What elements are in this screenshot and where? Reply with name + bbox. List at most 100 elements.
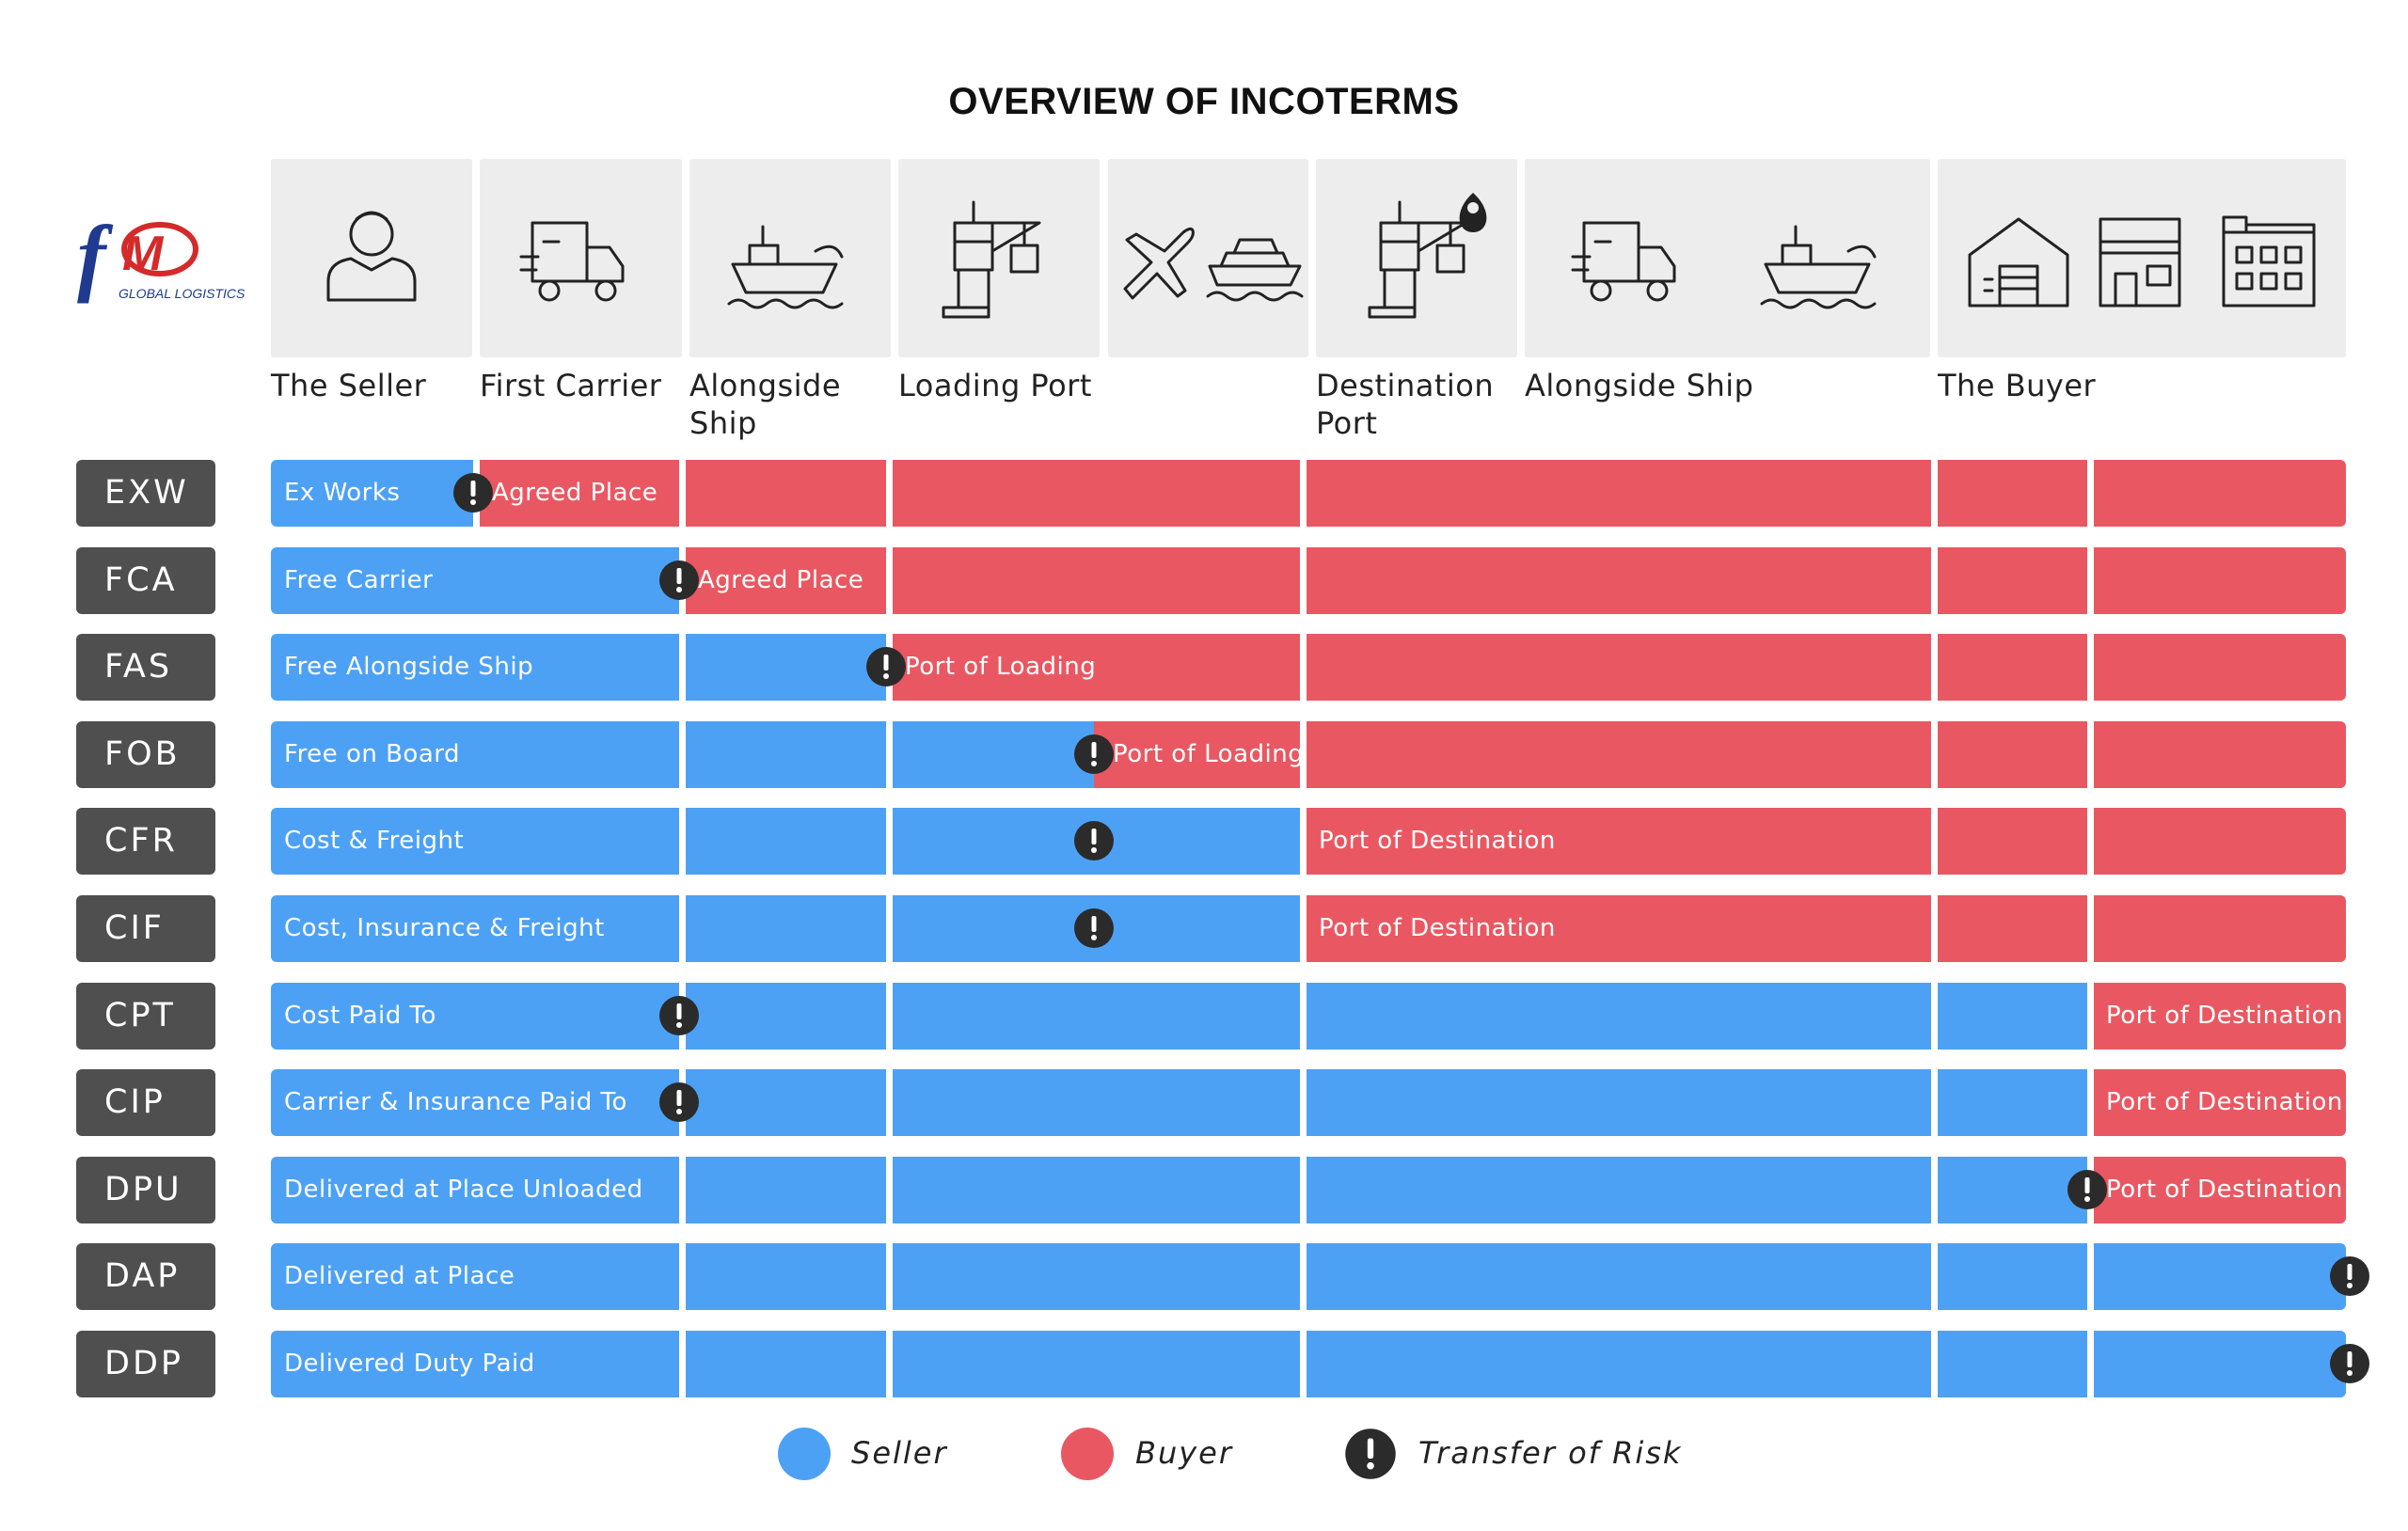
column-separator: [1300, 1157, 1307, 1223]
buyer-segment: [2087, 1157, 2346, 1223]
stage-label-line: Ship: [689, 405, 757, 441]
column-separator: [2087, 1331, 2094, 1397]
column-separator: [886, 1243, 893, 1310]
column-separator: [1931, 895, 1938, 962]
column-separator: [886, 1331, 893, 1397]
stage-label: The Buyer: [1938, 367, 2096, 404]
column-separator: [2087, 547, 2094, 614]
column-separator: [1931, 983, 1938, 1050]
seller-segment: [271, 895, 1300, 962]
seller-label: Cost Paid To: [284, 1002, 436, 1030]
column-separator: [2087, 1243, 2094, 1310]
column-separator: [1300, 721, 1307, 788]
seller-segment: [271, 634, 886, 701]
buyer-label: Port of Loading: [905, 653, 1097, 681]
stage-label: First Carrier: [480, 367, 661, 404]
stage-label-line: Alongside: [689, 368, 842, 403]
svg-text:f: f: [77, 212, 114, 304]
term-code: CIP: [76, 1069, 215, 1136]
icon-box: [1316, 159, 1517, 357]
stage-label: Destination Port: [1316, 367, 1494, 442]
buyer-segment: [473, 460, 2346, 527]
buyer-label: Agreed Place: [698, 566, 864, 594]
transfer-of-risk-icon: [452, 472, 494, 513]
seller-legend-dot: [778, 1428, 831, 1480]
column-separator: [2087, 721, 2094, 788]
seller-label: Carrier & Insurance Paid To: [284, 1088, 627, 1116]
column-separator: [1931, 1243, 1938, 1310]
legend-label: Transfer of Risk: [1418, 1435, 1683, 1471]
building-icon: [2222, 215, 2316, 308]
column-separator: [2087, 1069, 2094, 1136]
column-separator: [1931, 547, 1938, 614]
seller-label: Free Alongside Ship: [284, 653, 534, 681]
cruise-ship-icon: [1206, 238, 1304, 302]
legend-label: Seller: [851, 1435, 948, 1471]
buyer-label: Port of Destination: [1319, 914, 1556, 942]
column-separator: [679, 634, 686, 701]
ship-icon: [727, 225, 844, 309]
column-separator: [2087, 983, 2094, 1050]
column-separator: [1300, 634, 1307, 701]
column-separator: [1300, 460, 1307, 527]
seller-label: Cost, Insurance & Freight: [284, 914, 605, 942]
stage-label-line: The Seller: [271, 368, 427, 403]
column-separator: [1931, 1157, 1938, 1223]
seller-segment: [271, 460, 473, 527]
term-code: DAP: [76, 1243, 215, 1310]
seller-label: Cost & Freight: [284, 827, 465, 855]
buyer-segment: [886, 634, 2346, 701]
term-code: FOB: [76, 721, 215, 788]
buyer-label: Port of Destination: [2106, 1176, 2343, 1204]
transfer-of-risk-icon: [658, 560, 700, 601]
truck-icon: [1571, 221, 1676, 302]
stage-label: Alongside Ship: [689, 367, 841, 442]
column-separator: [1300, 895, 1307, 962]
term-code: DDP: [76, 1331, 215, 1397]
column-separator: [2087, 895, 2094, 962]
seller-label: Free on Board: [284, 740, 461, 768]
column-separator: [679, 721, 686, 788]
term-code: DPU: [76, 1157, 215, 1223]
column-separator: [2087, 460, 2094, 527]
svg-text:GLOBAL LOGISTICS: GLOBAL LOGISTICS: [119, 286, 246, 301]
term-row: Delivered at Place Unloaded Port of Desti…: [271, 1157, 2346, 1223]
column-separator: [886, 895, 893, 962]
company-logo: f M GLOBAL LOGISTICS: [73, 208, 252, 315]
seller-segment: [271, 1157, 2087, 1223]
icon-box: [1108, 159, 1308, 357]
icon-box: [271, 159, 472, 357]
column-separator: [2087, 808, 2094, 875]
shop-icon: [2099, 217, 2181, 308]
buyer-label: Port of Loading: [1113, 740, 1305, 768]
stage-label-line: Loading Port: [898, 368, 1092, 403]
stage-label-line: First Carrier: [480, 368, 662, 403]
column-separator: [1300, 983, 1307, 1050]
transfer-of-risk-icon: [1344, 1428, 1397, 1480]
buyer-segment: [2087, 1069, 2346, 1136]
term-row: Delivered Duty PaidDestination: [271, 1331, 2346, 1397]
column-separator: [886, 808, 893, 875]
column-separator: [1300, 808, 1307, 875]
column-separator: [886, 721, 893, 788]
column-separator: [1931, 634, 1938, 701]
seller-segment: [271, 1243, 2346, 1310]
transfer-of-risk-icon: [658, 1081, 700, 1123]
transfer-of-risk-icon: [1073, 820, 1115, 861]
buyer-segment: [679, 547, 2346, 614]
buyer-legend-dot: [1061, 1428, 1114, 1480]
term-row: Free Carrier Agreed Place: [271, 547, 2346, 614]
column-separator: [886, 547, 893, 614]
icon-box: [898, 159, 1100, 357]
column-separator: [679, 1157, 686, 1223]
column-separator: [679, 895, 686, 962]
warehouse-icon: [1968, 217, 2069, 308]
truck-icon: [519, 221, 625, 302]
term-row: Cost Paid To Port of Destination: [271, 983, 2346, 1050]
term-row: Free Alongside Ship Port of Loading: [271, 634, 2346, 701]
term-code: FAS: [76, 634, 215, 701]
transfer-of-risk-icon: [865, 646, 907, 687]
column-separator: [886, 460, 893, 527]
crane-icon: [942, 200, 1041, 319]
buyer-label: Port of Destination: [2106, 1002, 2343, 1030]
